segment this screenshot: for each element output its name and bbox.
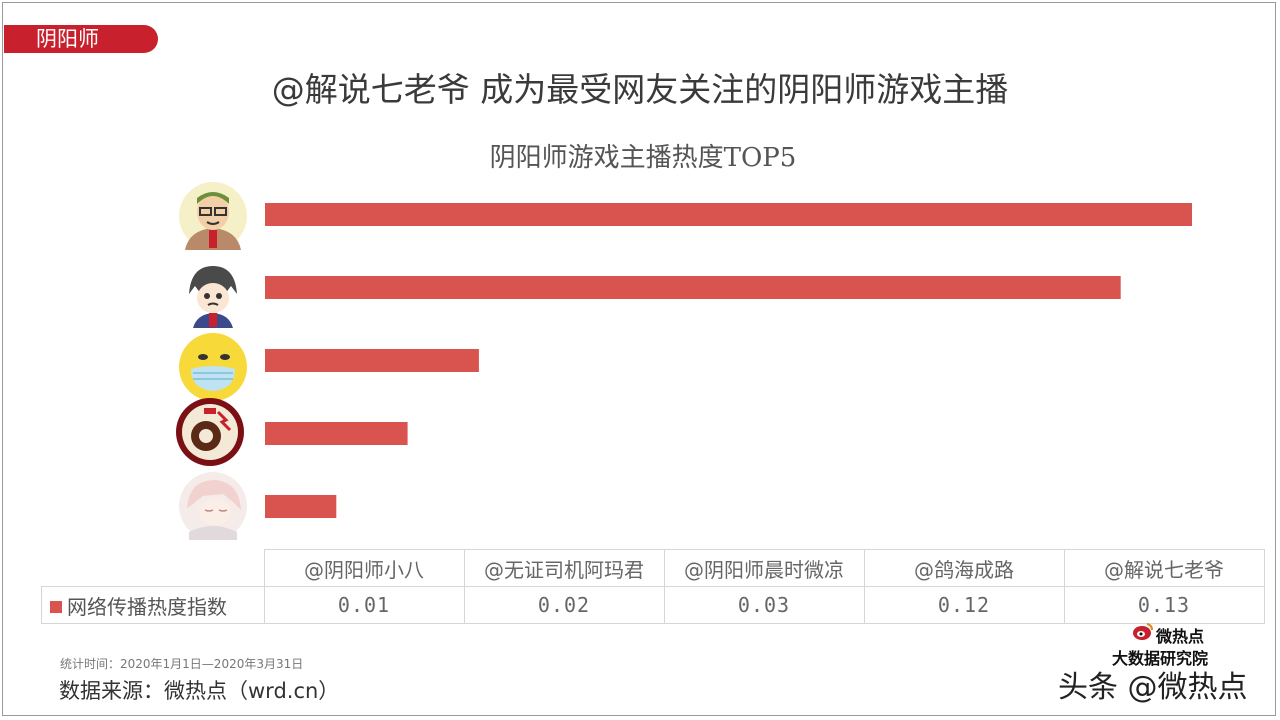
bar: [265, 349, 479, 372]
data-table-value: 0.01: [263, 586, 465, 624]
bar: [265, 276, 1121, 299]
bar: [265, 203, 1192, 226]
bar: [265, 422, 408, 445]
data-table-header: @阴阳师小八: [263, 549, 465, 587]
data-table-value: 0.03: [663, 586, 865, 624]
data-table-header: @鸽海成路: [863, 549, 1065, 587]
data-table-corner: [41, 549, 265, 587]
chart-title: 阴阳师游戏主播热度TOP5: [489, 143, 797, 173]
category-tag-label: 阴阳师: [36, 27, 99, 51]
data-table-header: @无证司机阿玛君: [463, 549, 665, 587]
series-label-cell: 网络传播热度指数: [41, 586, 265, 624]
logo-name: 微热点: [1156, 627, 1205, 646]
bar: [265, 495, 337, 518]
weiredian-logo: 微热点 大数据研究院: [1112, 622, 1237, 668]
data-table-value: 0.02: [463, 586, 665, 624]
weibo-eye-icon: [1133, 623, 1153, 640]
data-table: @阴阳师小八 @无证司机阿玛君 @阴阳师晨时微凉 @鸽海成路 @解说七老爷 网络…: [41, 549, 1265, 624]
data-table-header-row: @阴阳师小八 @无证司机阿玛君 @阴阳师晨时微凉 @鸽海成路 @解说七老爷: [41, 549, 1265, 587]
data-table-value: 0.13: [1063, 586, 1265, 624]
avatar-glasses-man-icon: [179, 182, 247, 250]
avatar-anime-boy-icon: [179, 260, 247, 328]
legend-key-icon: [50, 600, 62, 613]
logo-subtitle: 大数据研究院: [1112, 649, 1209, 668]
category-tag: 阴阳师: [4, 25, 158, 53]
page-title: @解说七老爷 成为最受网友关注的阴阳师游戏主播: [271, 70, 1009, 109]
avatar-yellow-mask-icon: [179, 333, 247, 401]
avatar-sleeping-girl-icon: [179, 472, 247, 540]
data-source: 数据来源：微热点（wrd.cn）: [59, 679, 340, 703]
watermark: 头条 @微热点: [1058, 670, 1248, 705]
data-table-row: 网络传播热度指数 0.01 0.02 0.03 0.12 0.13: [41, 586, 1265, 624]
stat-time: 统计时间：2020年1月1日—2020年3月31日: [60, 657, 304, 671]
data-table-header: @解说七老爷: [1063, 549, 1265, 587]
avatar-red-emblem-icon: [176, 398, 244, 466]
data-table-header: @阴阳师晨时微凉: [663, 549, 865, 587]
data-table-value: 0.12: [863, 586, 1065, 624]
series-label: 网络传播热度指数: [67, 594, 227, 619]
